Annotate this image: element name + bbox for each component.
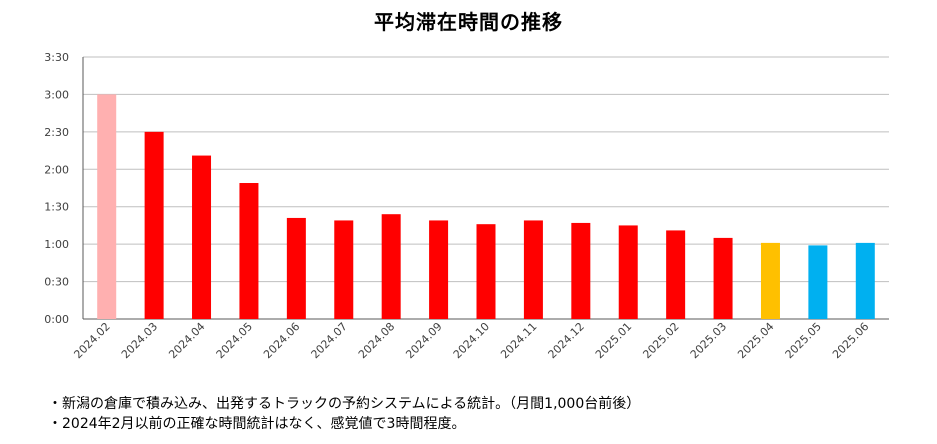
bar-2025.04	[760, 242, 780, 319]
x-tick-label: 2024.07	[309, 320, 350, 361]
x-tick-label: 2024.03	[119, 320, 160, 361]
bar-2024.04	[192, 155, 212, 319]
y-tick-label: 0:30	[44, 276, 69, 289]
y-tick-label: 3:30	[44, 51, 69, 64]
bar-2024.06	[286, 217, 306, 319]
x-tick-label: 2024.08	[356, 320, 397, 361]
y-tick-label: 0:00	[44, 313, 69, 326]
y-tick-label: 1:30	[44, 201, 69, 214]
x-tick-label: 2025.01	[593, 320, 634, 361]
bar-2025.05	[808, 245, 828, 319]
y-tick-label: 3:00	[44, 88, 69, 101]
bar-2024.07	[334, 220, 354, 319]
x-tick-label: 2024.12	[546, 320, 587, 361]
footnotes: ・新潟の倉庫で積み込み、出発するトラックの予約システムによる統計。（月間1,00…	[48, 394, 640, 434]
bar-2024.09	[429, 220, 449, 319]
bar-2025.02	[666, 230, 686, 319]
bar-2025.06	[855, 242, 875, 319]
bar-2024.12	[571, 222, 591, 319]
chart-title: 平均滞在時間の推移	[374, 10, 563, 34]
x-tick-label: 2024.04	[166, 320, 207, 361]
x-tick-label: 2024.09	[403, 320, 444, 361]
bar-2025.03	[713, 237, 733, 319]
x-tick-label: 2025.05	[783, 320, 824, 361]
y-tick-label: 1:00	[44, 238, 69, 251]
footnote-line-2: ・2024年2月以前の正確な時間統計はなく、感覚値で3時間程度。	[48, 416, 466, 432]
x-tick-label: 2025.06	[830, 320, 871, 361]
x-tick-label: 2024.02	[71, 320, 112, 361]
x-tick-label: 2024.11	[498, 320, 539, 361]
y-tick-label: 2:30	[44, 126, 69, 139]
bar-2024.08	[381, 214, 401, 319]
bar-2024.10	[476, 224, 496, 319]
bar-2024.02	[97, 94, 117, 319]
footnote-line-1: ・新潟の倉庫で積み込み、出発するトラックの予約システムによる統計。（月間1,00…	[48, 396, 641, 412]
x-tick-label: 2025.04	[735, 320, 776, 361]
x-tick-label: 2024.10	[451, 320, 492, 361]
bar-2025.01	[618, 225, 638, 319]
bar-2024.11	[523, 220, 543, 319]
x-tick-label: 2024.06	[261, 320, 302, 361]
bar-2024.05	[239, 183, 259, 319]
x-tick-label: 2025.02	[640, 320, 681, 361]
x-tick-label: 2024.05	[214, 320, 255, 361]
y-tick-label: 2:00	[44, 163, 69, 176]
x-tick-label: 2025.03	[688, 320, 729, 361]
bar-2024.03	[144, 131, 164, 319]
